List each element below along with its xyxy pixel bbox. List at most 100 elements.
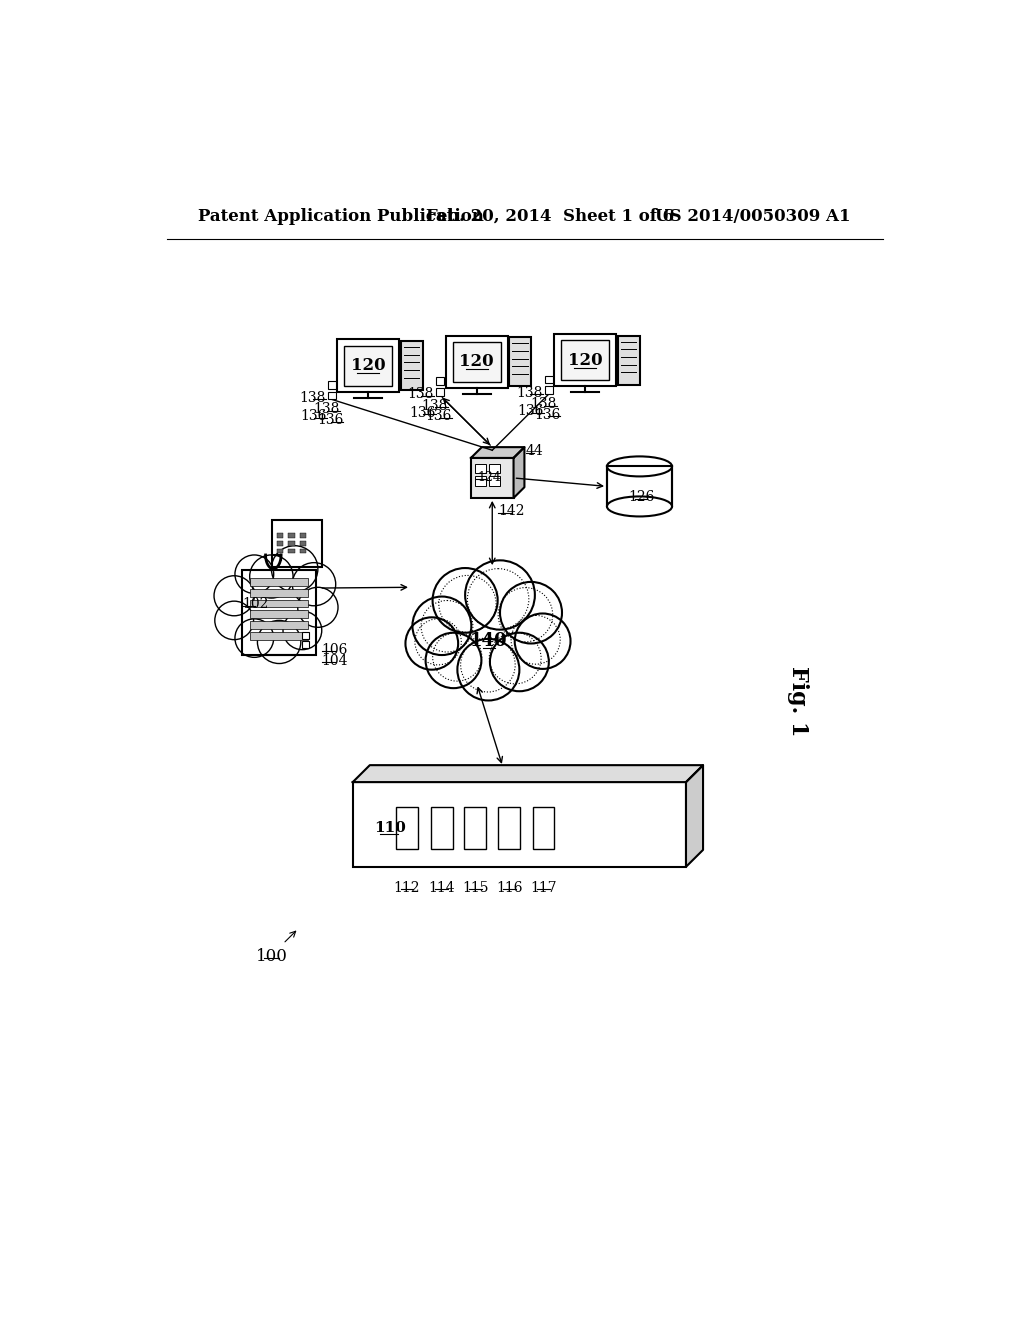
Text: 138: 138 [422, 399, 449, 413]
Bar [396, 807, 418, 850]
Text: 136: 136 [518, 404, 544, 418]
Bar [276, 533, 283, 539]
Text: 124: 124 [477, 471, 501, 484]
Text: 104: 104 [322, 653, 348, 668]
Circle shape [432, 568, 498, 632]
Bar [400, 341, 423, 391]
Text: 136: 136 [301, 409, 328, 424]
Text: 138: 138 [408, 387, 434, 401]
Text: Patent Application Publication: Patent Application Publication [198, 207, 483, 224]
Bar [499, 807, 520, 850]
Bar [250, 599, 308, 607]
Text: US 2014/0050309 A1: US 2014/0050309 A1 [655, 207, 851, 224]
Bar [289, 549, 295, 553]
Text: 110: 110 [374, 821, 406, 836]
Text: 115: 115 [462, 880, 488, 895]
Text: 120: 120 [351, 356, 386, 374]
Bar [617, 335, 640, 385]
Polygon shape [471, 447, 524, 458]
Polygon shape [352, 766, 703, 781]
Circle shape [426, 632, 481, 688]
Circle shape [465, 560, 535, 630]
Circle shape [257, 620, 301, 664]
Text: 114: 114 [429, 880, 456, 895]
Bar [489, 465, 500, 474]
Circle shape [406, 618, 458, 669]
Circle shape [292, 562, 336, 606]
Text: 136: 136 [317, 413, 343, 428]
Bar [431, 807, 453, 850]
Bar [445, 335, 508, 388]
Bar [250, 622, 308, 628]
Circle shape [515, 614, 570, 669]
Text: 138: 138 [299, 391, 326, 405]
Polygon shape [514, 447, 524, 498]
Bar [276, 541, 283, 545]
Bar [554, 334, 616, 387]
Bar [453, 342, 501, 381]
Circle shape [271, 545, 317, 591]
Circle shape [489, 632, 549, 692]
Bar [289, 533, 295, 539]
Bar [250, 589, 308, 597]
Circle shape [421, 601, 473, 652]
Bar [328, 381, 336, 388]
Text: 136: 136 [426, 409, 452, 424]
Text: Feb. 20, 2014  Sheet 1 of 6: Feb. 20, 2014 Sheet 1 of 6 [426, 207, 675, 224]
Bar [300, 541, 306, 545]
Text: 116: 116 [496, 880, 522, 895]
Circle shape [214, 576, 254, 615]
Bar [250, 632, 308, 640]
Text: 117: 117 [530, 880, 557, 895]
Bar [471, 458, 514, 498]
Bar [328, 392, 336, 400]
Circle shape [234, 554, 273, 594]
Bar [475, 465, 486, 474]
Circle shape [413, 597, 471, 655]
Text: 120: 120 [568, 351, 602, 368]
Bar [475, 477, 486, 486]
Bar [300, 549, 306, 553]
Text: 106: 106 [322, 643, 348, 657]
Bar [243, 570, 316, 655]
Text: 142: 142 [499, 504, 525, 519]
Bar [344, 346, 392, 385]
Bar [302, 642, 309, 648]
Circle shape [489, 632, 541, 684]
Polygon shape [686, 766, 703, 867]
Bar [276, 549, 283, 553]
Circle shape [498, 587, 553, 642]
Bar [271, 520, 323, 566]
Bar [352, 781, 686, 867]
Text: Fig. 1: Fig. 1 [787, 667, 809, 737]
Text: 112: 112 [394, 880, 420, 895]
Bar [436, 388, 444, 396]
Text: 138: 138 [516, 385, 543, 400]
Text: 102: 102 [243, 597, 269, 611]
Ellipse shape [607, 496, 672, 516]
Bar [464, 807, 486, 850]
Circle shape [500, 582, 562, 644]
Circle shape [250, 554, 293, 598]
Bar [545, 376, 553, 383]
Circle shape [461, 638, 515, 692]
Circle shape [439, 576, 496, 632]
Bar [509, 337, 531, 387]
Circle shape [234, 619, 273, 657]
Ellipse shape [607, 457, 672, 477]
Bar [250, 578, 308, 586]
Text: 138: 138 [313, 403, 340, 417]
Bar [289, 541, 295, 545]
Circle shape [215, 601, 254, 640]
Bar [532, 807, 554, 850]
Bar [436, 378, 444, 385]
Bar [250, 610, 308, 618]
Text: 126: 126 [628, 490, 654, 504]
Circle shape [467, 569, 528, 630]
Circle shape [458, 639, 519, 701]
Text: 120: 120 [460, 354, 494, 370]
Text: 138: 138 [530, 397, 557, 411]
Bar [561, 341, 609, 380]
Circle shape [511, 615, 560, 664]
Circle shape [415, 619, 461, 665]
